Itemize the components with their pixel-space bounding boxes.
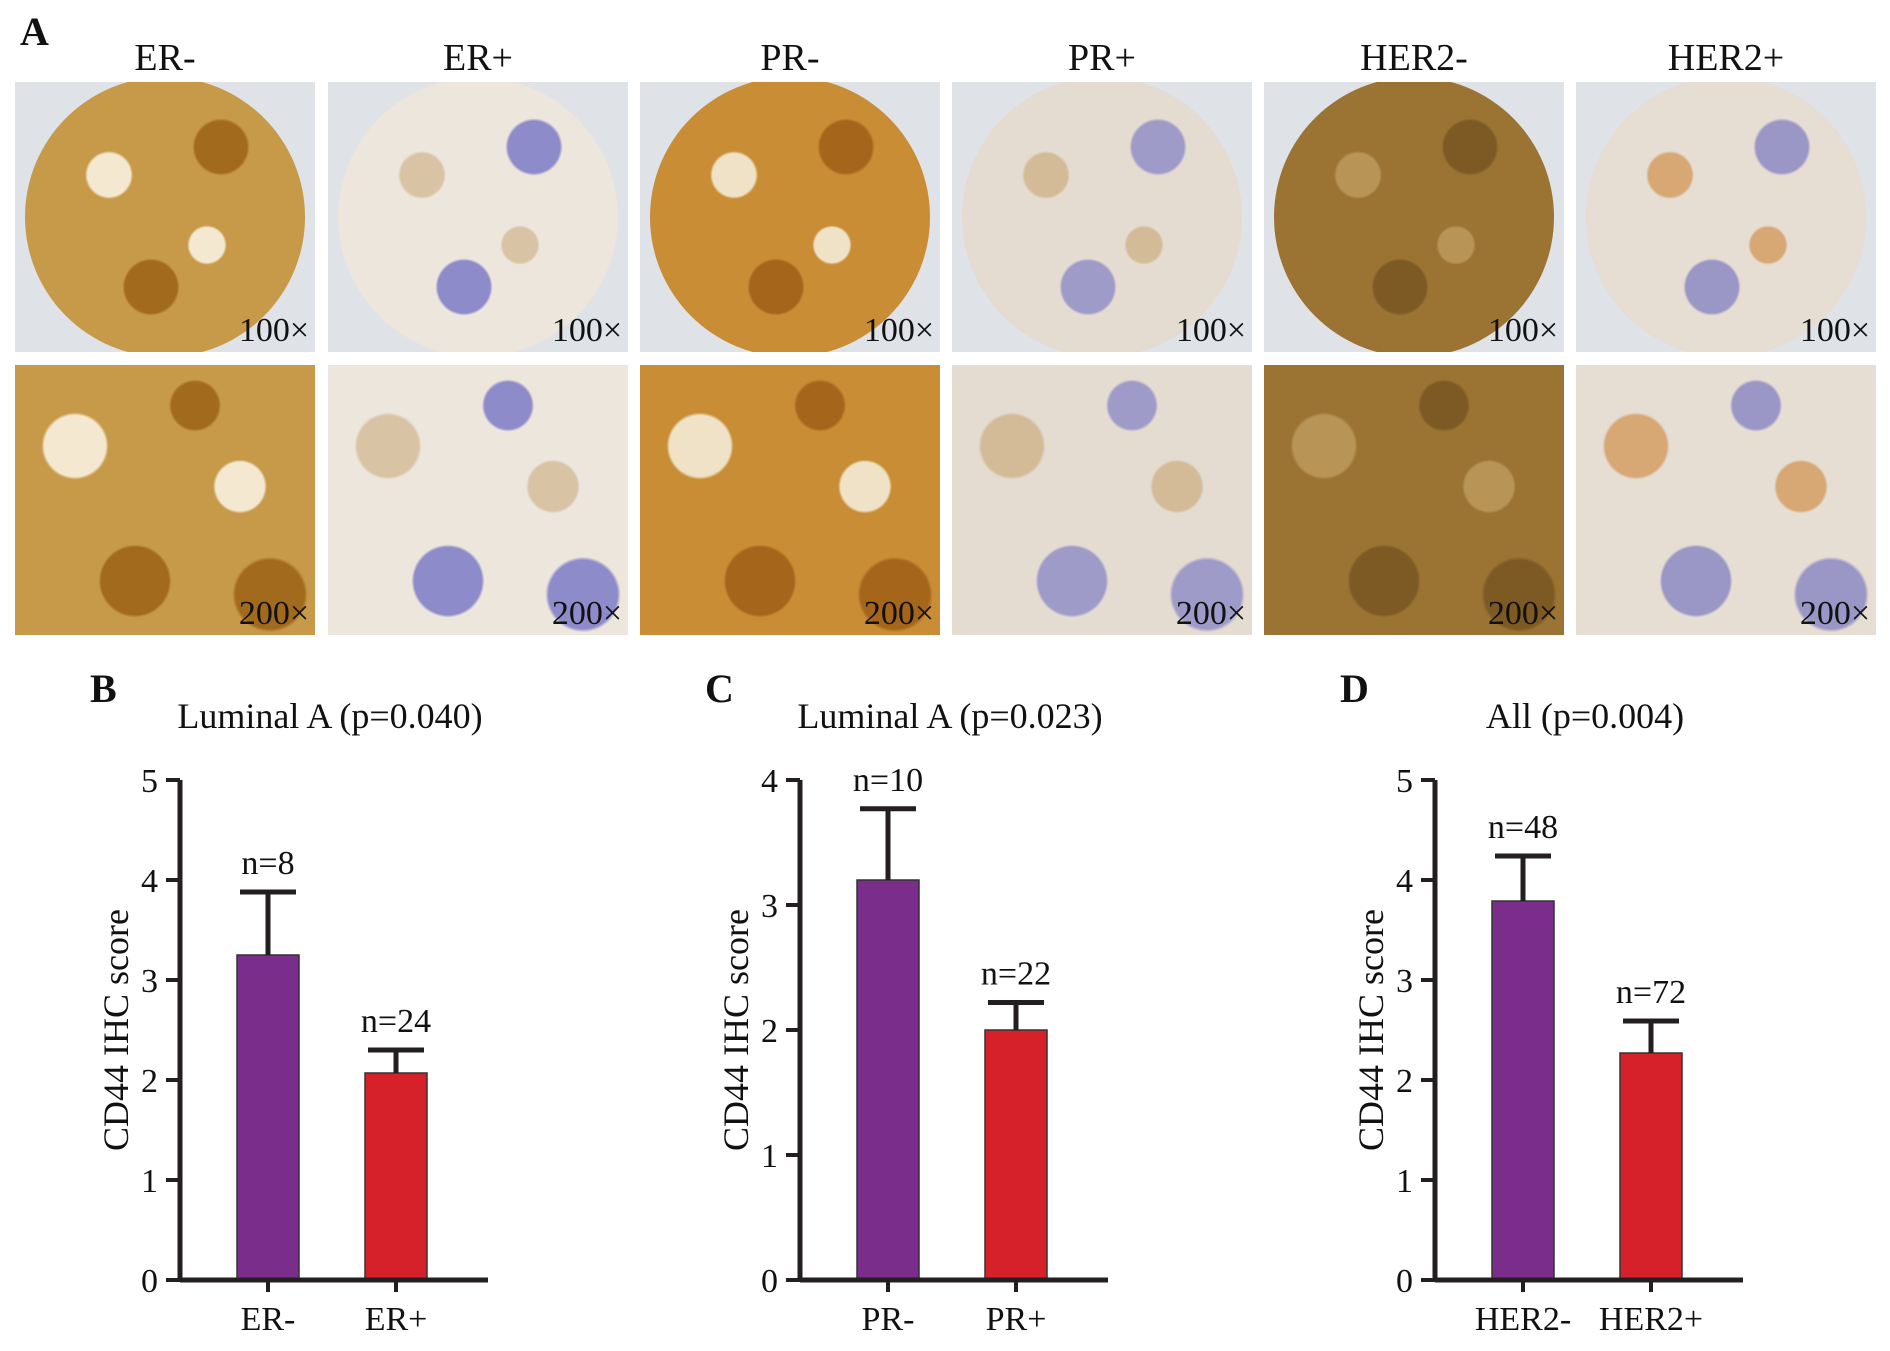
- y-tick-label: 4: [761, 763, 778, 800]
- sample-size-label: n=72: [1616, 974, 1686, 1011]
- sample-size-label: n=8: [241, 845, 294, 882]
- bar: [236, 954, 300, 1281]
- micrograph-200x: 200×: [1264, 365, 1564, 635]
- tissue-core: [25, 82, 305, 352]
- x-tick-label: HER2+: [1599, 1301, 1703, 1338]
- y-tick-label: 0: [141, 1263, 158, 1300]
- chart-title: Luminal A (p=0.023): [797, 696, 1102, 736]
- micrograph-100x: 100×: [1264, 82, 1564, 352]
- magnification-label: 200×: [1175, 595, 1246, 632]
- micrograph-100x: 100×: [952, 82, 1252, 352]
- micrograph-200x: 200×: [1576, 365, 1876, 635]
- magnification-label: 100×: [1175, 312, 1246, 349]
- panel-label-d: D: [1340, 666, 1369, 711]
- chart-title: All (p=0.004): [1486, 696, 1684, 736]
- bar-chart-pr: Luminal A (p=0.023) CD44 IHC score n=10 PR-…: [716, 696, 1108, 1338]
- sample-size-label: n=22: [981, 956, 1051, 993]
- bar: [856, 879, 920, 1281]
- micrograph-100x: 100×: [328, 82, 628, 352]
- magnification-label: 100×: [551, 312, 622, 349]
- y-tick-label: 1: [761, 1138, 778, 1175]
- bar-chart-er: Luminal A (p=0.040) CD44 IHC score n=8 ER-n…: [96, 696, 488, 1338]
- y-tick-label: 4: [1396, 863, 1413, 900]
- y-tick-label: 3: [761, 888, 778, 925]
- x-tick-label: HER2-: [1475, 1301, 1571, 1338]
- y-tick-label: 5: [141, 763, 158, 800]
- y-tick-label: 4: [141, 863, 158, 900]
- bar: [1491, 900, 1555, 1281]
- magnification-label: 100×: [1487, 312, 1558, 349]
- micrograph-column-label: ER+: [443, 37, 513, 79]
- micrograph-100x: 100×: [1576, 82, 1876, 352]
- magnification-label: 100×: [1799, 312, 1870, 349]
- micrograph-200x: 200×: [952, 365, 1252, 635]
- magnification-label: 200×: [238, 595, 309, 632]
- micrograph-100x: 100×: [640, 82, 940, 352]
- y-axis-label: CD44 IHC score: [716, 909, 756, 1151]
- micrograph-column-label: HER2-: [1360, 37, 1468, 79]
- bar-chart-her2: All (p=0.004) CD44 IHC score n=48 HER2- n=72…: [1351, 696, 1743, 1338]
- magnification-label: 200×: [1487, 595, 1558, 632]
- sample-size-label: n=24: [361, 1003, 431, 1040]
- tissue-core: [1586, 82, 1866, 352]
- micrograph-column-label: ER-: [134, 37, 196, 79]
- micrograph-100x: 100×: [15, 82, 315, 352]
- micrograph-column-label: PR+: [1068, 37, 1136, 79]
- y-tick-label: 0: [1396, 1263, 1413, 1300]
- magnification-label: 200×: [551, 595, 622, 632]
- magnification-label: 200×: [863, 595, 934, 632]
- magnification-label: 100×: [238, 312, 309, 349]
- tissue-core: [338, 82, 618, 352]
- x-tick-label: PR+: [986, 1301, 1047, 1338]
- tissue-core: [962, 82, 1242, 352]
- bar: [364, 1072, 428, 1281]
- micrograph-200x: 200×: [640, 365, 940, 635]
- tissue-core: [1274, 82, 1554, 352]
- panel-label-c: C: [705, 666, 734, 711]
- magnification-label: 100×: [863, 312, 934, 349]
- y-tick-label: 2: [141, 1063, 158, 1100]
- y-tick-label: 3: [1396, 963, 1413, 1000]
- micrograph-200x: 200×: [15, 365, 315, 635]
- tissue-core: [650, 82, 930, 352]
- panel-label-a: A: [20, 9, 49, 54]
- chart-title: Luminal A (p=0.040): [177, 696, 482, 736]
- micrograph-column-label: HER2+: [1667, 37, 1785, 79]
- y-tick-label: 2: [761, 1013, 778, 1050]
- x-tick-label: PR-: [862, 1301, 915, 1338]
- y-tick-label: 3: [141, 963, 158, 1000]
- y-axis-label: CD44 IHC score: [96, 909, 136, 1151]
- y-tick-label: 1: [1396, 1163, 1413, 1200]
- y-tick-label: 5: [1396, 763, 1413, 800]
- x-tick-label: ER+: [365, 1301, 428, 1338]
- micrograph-column-label: PR-: [760, 37, 820, 79]
- y-tick-label: 0: [761, 1263, 778, 1300]
- panel-label-b: B: [90, 666, 117, 711]
- x-tick-label: ER-: [241, 1301, 296, 1338]
- micrograph-200x: 200×: [328, 365, 628, 635]
- magnification-label: 200×: [1799, 595, 1870, 632]
- bar: [984, 1029, 1048, 1281]
- y-axis-label: CD44 IHC score: [1351, 909, 1391, 1151]
- y-tick-label: 2: [1396, 1063, 1413, 1100]
- sample-size-label: n=48: [1488, 809, 1558, 846]
- bar: [1619, 1052, 1683, 1281]
- y-tick-label: 1: [141, 1163, 158, 1200]
- sample-size-label: n=10: [853, 762, 923, 799]
